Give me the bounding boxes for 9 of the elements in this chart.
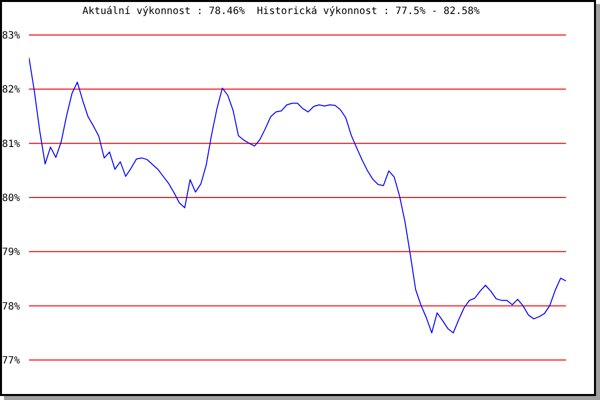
line-series <box>29 57 566 334</box>
chart-title: Aktuální výkonnost : 78.46% Historická výkonnost : 77.5% - 82.58% <box>81 6 481 18</box>
y-tick-label: 79% <box>2 247 20 258</box>
y-tick-label: 77% <box>2 356 20 367</box>
y-tick-label: 80% <box>2 193 20 204</box>
y-tick-label: 83% <box>2 30 20 42</box>
y-tick-label: 82% <box>2 84 20 96</box>
y-tick-label: 78% <box>2 301 20 312</box>
y-tick-label: 81% <box>2 138 20 150</box>
